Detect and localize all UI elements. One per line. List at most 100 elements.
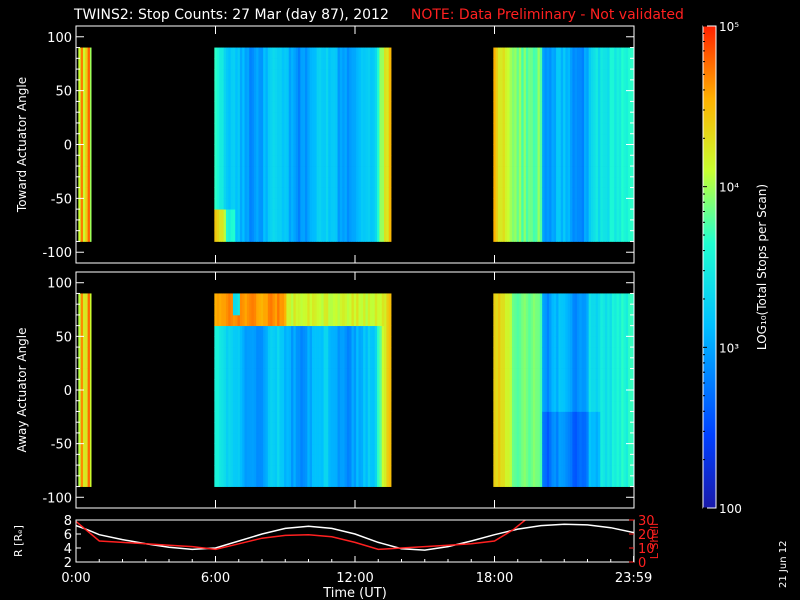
heatmap-cell [279,357,283,369]
heatmap-cell [611,155,615,167]
heatmap-cell [344,368,348,380]
heatmap-cell [286,101,290,113]
heatmap-cell [588,58,592,70]
heatmap-cell [577,443,580,455]
heatmap-cell [497,47,501,59]
heatmap-cell [237,58,241,70]
heatmap-cell [87,230,91,242]
heatmap-cell [360,336,364,348]
heatmap-cell [360,187,364,199]
heatmap-cell [495,325,499,337]
heatmap-cell [258,219,262,232]
heatmap-cell [321,390,325,402]
heatmap-cell [284,368,287,380]
heatmap-cell [372,368,376,380]
heatmap-cell [267,219,271,232]
heatmap-cell [342,400,345,412]
heatmap-cell [277,411,280,423]
heatmap-cell [246,304,250,316]
heatmap-cell [295,166,299,178]
heatmap-cell [339,122,343,135]
heatmap-cell [607,69,610,81]
heatmap-cell [265,155,269,167]
heatmap-cell [300,304,304,316]
heatmap-cell [553,176,557,188]
heatmap-cell [85,443,89,455]
heatmap-cell [528,69,531,81]
heatmap-cell [281,187,285,199]
heatmap-cell [500,187,504,199]
heatmap-cell [228,90,232,102]
heatmap-cell [281,69,285,81]
heatmap-cell [586,166,590,178]
heatmap-cell [298,400,301,412]
heatmap-cell [537,79,541,92]
heatmap-cell [525,465,529,477]
heatmap-cell [225,144,229,156]
heatmap-cell [621,198,624,210]
heatmap-cell [386,325,390,337]
heatmap-cell [89,219,92,232]
heatmap-cell [253,79,257,92]
heatmap-cell [351,187,355,199]
heatmap-cell [523,475,527,487]
heatmap-cell [298,79,301,92]
heatmap-cell [597,368,601,380]
heatmap-cell [309,90,313,102]
heatmap-cell [546,47,550,59]
heatmap-cell [386,79,390,92]
heatmap-cell [367,101,371,113]
heatmap-cell [384,219,387,232]
heatmap-cell [379,357,383,369]
heatmap-cell [253,475,257,487]
heatmap-cell [563,400,566,412]
heatmap-cell [321,465,325,477]
heatmap-cell [363,336,366,348]
heatmap-cell [223,400,227,412]
heatmap-cell [253,101,257,113]
heatmap-cell [277,304,280,316]
heatmap-cell [314,112,318,124]
heatmap-cell [514,411,517,423]
heatmap-cell [332,432,336,445]
heatmap-cell [216,112,220,124]
heatmap-cell [346,293,350,305]
heatmap-cell [518,304,522,316]
heatmap-cell [493,198,497,210]
heatmap-cell [586,90,590,102]
heatmap-cell [628,79,631,92]
heatmap-cell [504,101,508,113]
heatmap-cell [274,230,278,242]
heatmap-cell [328,79,331,92]
heatmap-cell [597,475,601,487]
heatmap-cell [286,90,290,102]
heatmap-cell [288,58,292,70]
heatmap-cell [572,422,576,434]
heatmap-cell [263,314,266,327]
heatmap-cell [284,390,287,402]
heatmap-cell [570,166,573,178]
heatmap-cell [570,47,573,59]
heatmap-cell [223,336,227,348]
heatmap-cell [507,454,511,466]
heatmap-cell [532,325,536,337]
heatmap-cell [581,304,585,316]
heatmap-cell [558,454,562,466]
heatmap-cell [316,357,320,369]
heatmap-cell [495,422,499,434]
heatmap-cell [346,454,350,466]
heatmap-cell [214,101,218,113]
heatmap-cell [235,166,238,178]
heatmap-cell [244,336,248,348]
heatmap-cell [379,122,383,135]
heatmap-cell [597,122,601,135]
heatmap-cell [581,411,585,423]
heatmap-cell [370,79,373,92]
heatmap-cell [521,187,524,199]
heatmap-cell [507,122,511,135]
heatmap-cell [572,112,576,124]
heatmap-cell [277,198,280,210]
heatmap-cell [300,133,304,145]
heatmap-cell [384,475,387,487]
heatmap-cell [511,58,515,70]
